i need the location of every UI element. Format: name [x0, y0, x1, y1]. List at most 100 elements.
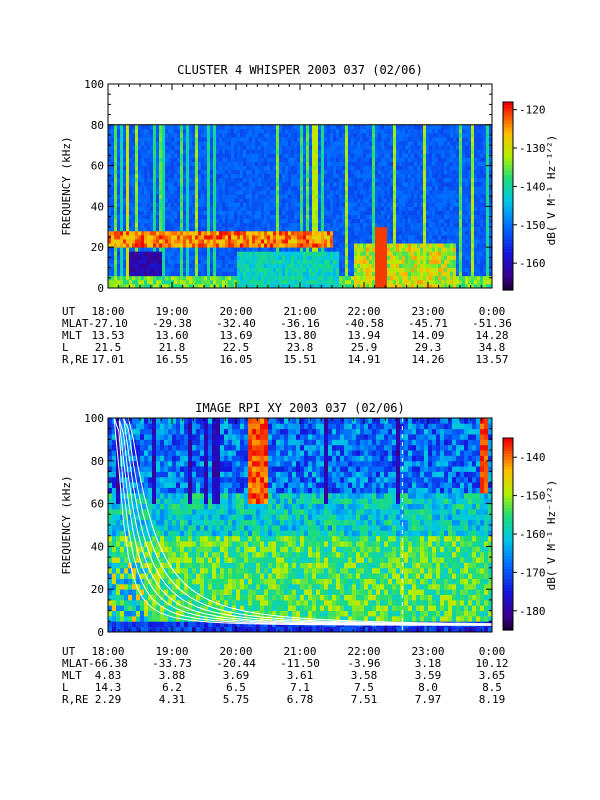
spectrogram-cell: [300, 283, 304, 289]
spectrogram-cell: [357, 161, 361, 166]
spectrogram-cell: [156, 255, 160, 260]
spectrogram-cell: [444, 181, 448, 187]
spectrogram-cell: [156, 173, 160, 179]
spectrogram-cell: [135, 226, 139, 232]
spectrogram-cell: [462, 271, 466, 277]
spectrogram-cell: [168, 267, 172, 273]
spectrogram-cell: [390, 259, 394, 264]
spectrogram-cell: [399, 247, 403, 252]
spectrogram-cell: [399, 239, 403, 244]
spectrogram-cell: [108, 263, 112, 268]
spectrogram-cell: [171, 222, 175, 228]
spectrogram-cell: [339, 251, 343, 256]
spectrogram-cell: [360, 226, 364, 232]
spectrogram-cell: [375, 128, 379, 134]
spectrogram-cell: [285, 206, 289, 211]
spectrogram-cell: [219, 186, 223, 191]
spectrogram-cell: [243, 247, 247, 252]
spectrogram-cell: [342, 283, 346, 289]
spectrogram-cell: [225, 149, 229, 154]
spectrogram-cell: [318, 279, 322, 285]
spectrogram-cell: [336, 177, 340, 183]
spectrogram-cell: [414, 157, 418, 162]
spectrogram-cell: [375, 243, 379, 248]
spectrogram-cell: [372, 247, 376, 252]
spectrogram-cell: [270, 141, 274, 146]
spectrogram-cell: [177, 251, 181, 256]
spectrogram-cell: [147, 271, 151, 277]
spectrogram-cell: [318, 259, 322, 264]
spectrogram-cell: [279, 132, 283, 138]
spectrogram-cell: [351, 177, 355, 183]
spectrogram-cell: [207, 283, 211, 289]
spectrogram-cell: [207, 177, 211, 183]
spectrogram-cell: [114, 202, 118, 207]
spectrogram-cell: [267, 279, 271, 285]
spectrogram-cell: [117, 181, 121, 187]
spectrogram-cell: [372, 153, 376, 158]
spectrogram-cell: [378, 214, 382, 220]
spectrogram-cell: [273, 255, 277, 260]
spectrogram-cell: [459, 137, 463, 142]
spectrogram-cell: [129, 263, 133, 268]
spectrogram-cell: [312, 259, 316, 264]
spectrogram-cell: [228, 141, 232, 146]
spectrogram-cell: [450, 222, 454, 228]
spectrogram-cell: [279, 157, 283, 162]
spectrogram-cell: [429, 132, 433, 138]
spectrogram-cell: [210, 259, 214, 264]
spectrogram-cell: [126, 279, 130, 285]
spectrogram-cell: [300, 206, 304, 211]
spectrogram-cell: [204, 271, 208, 277]
spectrogram-cell: [156, 202, 160, 207]
spectrogram-cell: [183, 239, 187, 244]
spectrogram-cell: [429, 157, 433, 162]
spectrogram-cell: [438, 186, 442, 191]
spectrogram-cell: [408, 198, 412, 203]
spectrogram-cell: [222, 283, 226, 289]
spectrogram-cell: [318, 137, 322, 142]
spectrogram-cell: [354, 218, 358, 224]
spectrogram-cell: [243, 275, 247, 281]
spectrogram-cell: [144, 275, 148, 281]
spectrogram-cell: [294, 218, 298, 224]
spectrogram-cell: [255, 169, 259, 175]
spectrogram-cell: [417, 173, 421, 179]
spectrogram-cell: [315, 210, 319, 215]
spectrogram-cell: [216, 279, 220, 285]
spectrogram-cell: [228, 275, 232, 281]
spectrogram-cell: [201, 214, 205, 220]
spectrogram-cell: [303, 226, 307, 232]
spectrogram-cell: [174, 218, 178, 224]
spectrogram-cell: [456, 259, 460, 264]
spectrogram-cell: [402, 124, 406, 130]
spectrogram-cell: [324, 202, 328, 207]
spectrogram-cell: [426, 194, 430, 199]
spectrogram-cell: [399, 153, 403, 158]
spectrogram-cell: [291, 251, 295, 256]
spectrogram-cell: [237, 149, 241, 154]
spectrogram-cell: [300, 214, 304, 220]
spectrogram-cell: [165, 247, 169, 252]
spectrogram-cell: [396, 279, 400, 285]
spectrogram-cell: [474, 190, 478, 195]
spectrogram-cell: [441, 279, 445, 285]
spectrogram-cell: [381, 226, 385, 232]
spectrogram-cell: [141, 239, 145, 244]
spectrogram-cell: [246, 230, 250, 236]
spectrogram-cell: [189, 157, 193, 162]
spectrogram-cell: [222, 218, 226, 224]
spectrogram-cell: [267, 239, 271, 244]
spectrogram-cell: [144, 186, 148, 191]
spectrogram-cell: [375, 275, 379, 281]
spectrogram-cell: [369, 226, 373, 232]
spectrogram-cell: [465, 255, 469, 260]
spectrogram-cell: [201, 267, 205, 273]
spectrogram-cell: [183, 128, 187, 134]
spectrogram-cell: [474, 275, 478, 281]
spectrogram-cell: [360, 153, 364, 158]
spectrogram-cell: [474, 243, 478, 248]
spectrogram-cell: [129, 165, 133, 171]
spectrogram-cell: [147, 157, 151, 162]
spectrogram-cell: [183, 137, 187, 142]
